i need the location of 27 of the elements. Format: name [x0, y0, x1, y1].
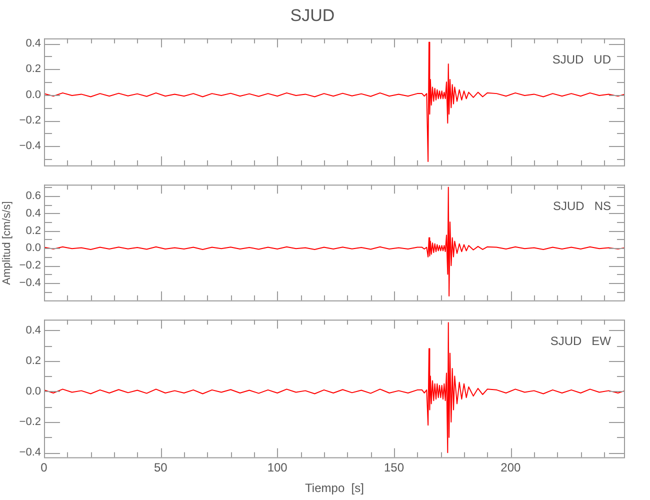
x-tick-label: 50 — [154, 460, 168, 475]
y-tick-label: 0.0 — [26, 385, 41, 398]
y-tick-label: 0.0 — [26, 242, 41, 254]
y-tick-label: 0.6 — [26, 190, 41, 202]
x-axis-title: Tiempo [s] — [305, 481, 364, 496]
y-tick-label: 0.4 — [26, 38, 41, 50]
y-tick-label: −0.2 — [19, 260, 41, 272]
x-tick-label: 0 — [40, 460, 48, 475]
y-tick-label: 0.2 — [26, 224, 41, 237]
y-tick-label: 0.4 — [26, 207, 41, 220]
x-tick-label: 100 — [267, 460, 288, 475]
y-tick-label: −0.4 — [19, 140, 41, 152]
y-tick-label: −0.4 — [19, 277, 41, 290]
annotation: SJUD EW — [550, 334, 612, 348]
annotation: SJUD UD — [552, 52, 612, 67]
y-tick-label: 0.2 — [26, 63, 41, 76]
y-tick-label: 0.0 — [26, 88, 41, 101]
y-tick-label: 0.4 — [26, 324, 41, 336]
y-tick-label: −0.2 — [19, 416, 41, 428]
annotation: SJUD NS — [552, 198, 611, 213]
x-tick-label: 200 — [500, 460, 521, 475]
y-tick-label: −0.4 — [19, 446, 41, 459]
y-tick-label: 0.2 — [26, 354, 41, 367]
chart-title: SJUD — [290, 6, 335, 25]
x-tick-label: 150 — [384, 460, 404, 475]
y-tick-label: −0.2 — [19, 114, 41, 127]
y-axis-title: Amplitud [cm/s/s] — [1, 200, 14, 284]
